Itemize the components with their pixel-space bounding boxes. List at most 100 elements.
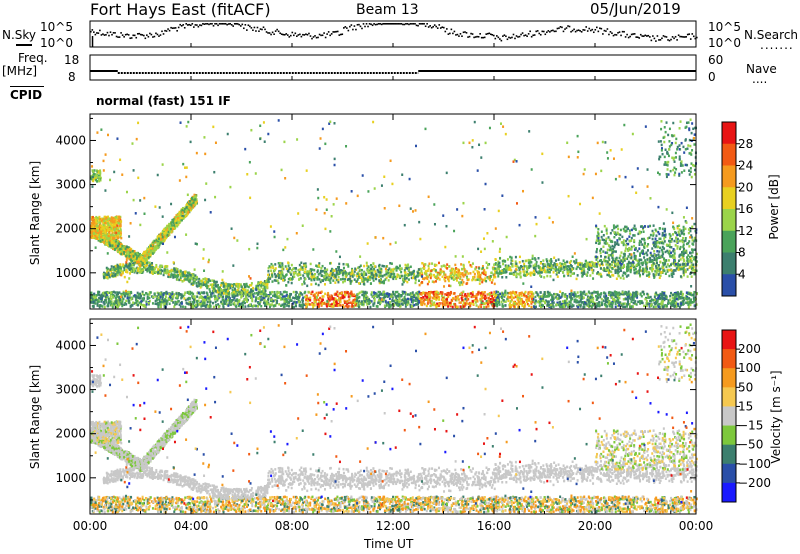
nsky-point <box>168 29 171 32</box>
power-point <box>338 292 341 295</box>
power-point <box>368 278 371 281</box>
power-point <box>668 274 671 278</box>
power-point <box>438 302 441 306</box>
power-point <box>619 301 622 305</box>
nsky-point <box>258 30 260 33</box>
power-point <box>206 286 209 290</box>
nsky-point <box>508 36 510 39</box>
power-point <box>511 304 514 307</box>
power-point <box>471 262 474 265</box>
power-point <box>176 295 179 298</box>
power-point <box>659 292 662 296</box>
power-point <box>200 300 203 303</box>
nsky-point <box>347 29 350 32</box>
nsky-point <box>296 35 298 38</box>
power-point <box>642 267 645 270</box>
power-point <box>351 267 354 271</box>
power-point <box>275 293 278 297</box>
power-point <box>512 296 515 300</box>
nsky-point <box>256 26 259 29</box>
power-point <box>639 273 642 277</box>
nsky-point <box>379 23 381 25</box>
nsky-point <box>120 32 122 34</box>
power-point <box>298 303 301 307</box>
power-point <box>537 257 540 260</box>
power-point <box>194 303 197 307</box>
nsky-point <box>164 29 166 32</box>
nsky-point <box>480 36 483 39</box>
power-point <box>453 292 456 295</box>
power-point <box>305 298 308 302</box>
power-point <box>109 294 112 298</box>
nsky-point <box>674 35 677 38</box>
power-point <box>672 272 675 276</box>
power-point <box>494 303 497 307</box>
power-point <box>401 283 404 286</box>
power-point <box>251 299 254 303</box>
power-point <box>141 292 144 296</box>
power-point <box>462 299 465 302</box>
nsky-point <box>136 33 139 35</box>
power-point <box>468 301 471 305</box>
power-point <box>531 254 534 258</box>
power-point <box>399 276 402 280</box>
power-point <box>654 270 657 273</box>
power-point <box>206 303 209 307</box>
nsky-point <box>568 25 571 28</box>
power-point <box>204 277 207 280</box>
power-point <box>339 296 342 300</box>
power-point <box>587 296 590 300</box>
power-point <box>281 262 284 265</box>
power-point <box>353 302 356 305</box>
power-point <box>609 294 612 297</box>
nsky-point <box>414 23 416 25</box>
power-point <box>632 293 635 297</box>
nsky-point <box>241 23 244 26</box>
power-point <box>116 305 119 309</box>
power-point <box>452 297 455 300</box>
power-point <box>525 298 528 302</box>
power-point <box>538 295 541 299</box>
power-point <box>179 278 182 282</box>
nsky-trace <box>90 23 698 47</box>
power-point <box>298 277 301 281</box>
power-point <box>346 305 349 309</box>
power-point <box>389 273 392 277</box>
power-point <box>362 282 365 286</box>
power-point <box>110 265 113 268</box>
power-point <box>281 266 284 269</box>
nsky-point <box>246 29 248 31</box>
power-point <box>245 296 248 299</box>
nsky-point <box>603 29 606 32</box>
power-point <box>311 268 314 271</box>
power-point <box>411 292 414 296</box>
nsky-point <box>209 23 212 25</box>
power-point <box>601 263 604 267</box>
power-point <box>437 291 440 295</box>
power-point <box>565 295 568 298</box>
power-point <box>396 298 399 302</box>
power-point <box>441 296 444 300</box>
nsky-point <box>346 27 348 29</box>
power-point <box>598 259 601 263</box>
power-point <box>394 290 397 294</box>
power-point <box>141 297 144 300</box>
power-point <box>117 298 120 302</box>
power-point <box>602 299 605 302</box>
power-point <box>471 278 474 282</box>
power-point <box>457 295 460 298</box>
nsky-point <box>458 35 460 37</box>
power-point <box>376 305 379 308</box>
power-point <box>192 277 195 281</box>
power-point <box>679 275 682 278</box>
power-point <box>366 303 369 306</box>
nsky-point <box>624 36 627 38</box>
power-point <box>202 283 205 287</box>
power-point <box>540 268 543 272</box>
power-point <box>507 268 510 271</box>
power-point <box>159 291 162 295</box>
power-point <box>156 298 159 302</box>
power-point <box>540 299 543 303</box>
nsky-point <box>386 23 389 25</box>
nsky-point <box>564 28 566 30</box>
